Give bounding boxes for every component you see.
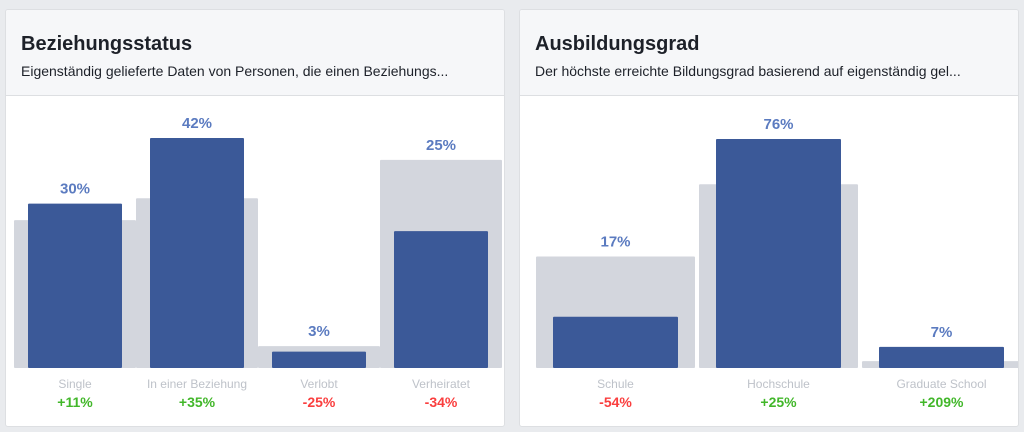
card-header: Beziehungsstatus Eigenständig gelieferte… [6,10,504,96]
value-label: 76% [763,116,793,133]
value-label: 7% [931,324,953,341]
value-label: 3% [308,323,330,340]
value-bar [716,139,841,368]
change-label: -54% [599,394,632,410]
value-label: 42% [182,115,212,132]
value-label: 25% [426,137,456,154]
change-label: +209% [920,394,965,410]
category-label: Hochschule [747,377,810,391]
value-label: 17% [600,234,630,251]
card-title: Beziehungsstatus [21,33,193,55]
category-label: Verlobt [300,377,338,391]
card-subtitle: Eigenständig gelieferte Daten von Person… [21,63,449,79]
value-bar [272,351,366,368]
category-label: In einer Beziehung [147,377,247,391]
value-bar [394,231,488,368]
card-title: Ausbildungsgrad [535,33,700,55]
relationship-status-chart: 30% Single +11% 42% In einer Beziehung +35% 3%… [14,115,502,410]
card-subtitle: Der höchste erreichte Bildungsgrad basie… [535,63,961,79]
value-bar [553,316,678,368]
change-label: -25% [303,394,336,410]
change-label: +25% [760,394,797,410]
category-label: Schule [597,377,634,391]
category-label: Verheiratet [412,377,471,391]
change-label: +11% [57,394,93,410]
category-label: Graduate School [896,377,986,391]
education-level-card: Ausbildungsgrad Der höchste erreichte Bi… [519,9,1019,427]
card-header: Ausbildungsgrad Der höchste erreichte Bi… [520,10,1018,96]
education-level-chart: 17% Schule -54% 76% Hochschule +25% 7% Graduate… [536,116,1018,410]
change-label: -34% [425,394,458,410]
relationship-status-card: Beziehungsstatus Eigenständig gelieferte… [5,9,505,427]
category-label: Single [58,377,92,391]
value-label: 30% [60,181,90,198]
change-label: +35% [179,394,216,410]
value-bar [150,137,244,368]
value-bar [879,346,1004,368]
value-bar [28,203,122,368]
